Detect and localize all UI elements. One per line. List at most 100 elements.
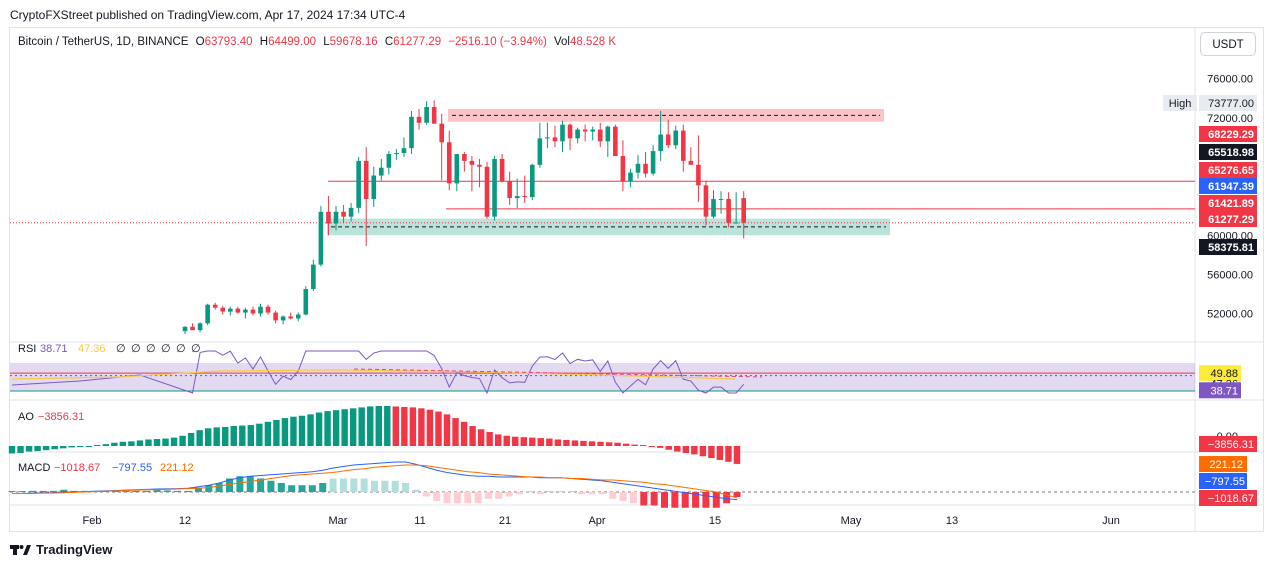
open-value: 63793.40	[204, 36, 253, 48]
candle-body	[673, 130, 679, 146]
candle-body	[258, 306, 263, 314]
ao-bar	[588, 441, 596, 446]
candle-body	[228, 308, 233, 312]
ao-bar	[281, 418, 289, 446]
close-value: 61277.29	[393, 36, 442, 48]
ao-bar	[443, 414, 451, 446]
ao-bar	[392, 406, 400, 446]
ao-bar	[384, 406, 391, 446]
macd-histogram-bar	[298, 485, 306, 492]
symbol-name[interactable]: Bitcoin / TetherUS, 1D, BINANCE	[18, 36, 189, 48]
macd-histogram-bar	[629, 492, 637, 504]
high-value: 64499.00	[268, 36, 317, 48]
ao-bar	[162, 438, 169, 446]
candle-body	[424, 107, 429, 123]
tradingview-brand-label: TradingView	[36, 542, 113, 557]
macd-histogram-bar	[547, 491, 555, 492]
candle-body	[439, 123, 444, 143]
candle-body	[620, 155, 626, 182]
macd-histogram-bar	[215, 483, 223, 492]
candle-body	[212, 304, 218, 308]
ao-bar	[239, 425, 246, 446]
candle-body	[582, 129, 588, 132]
rsi-line	[11, 350, 745, 395]
ao-bar	[418, 408, 425, 446]
candle-body	[552, 137, 558, 142]
ao-bar	[469, 426, 476, 446]
ao-bar	[136, 440, 144, 446]
ao-bar	[179, 435, 186, 446]
macd-histogram-bar	[319, 483, 327, 492]
macd-histogram-bar	[339, 478, 347, 492]
macd-histogram-bar	[516, 492, 523, 495]
macd-histogram-bar	[49, 490, 57, 492]
ao-bar	[102, 444, 110, 446]
macd-label: MACD	[18, 462, 50, 474]
candle-body	[696, 164, 701, 186]
macd-histogram-bar	[308, 485, 316, 492]
ao-bar	[460, 421, 468, 446]
x-tick-label: 13	[946, 515, 958, 527]
ao-bar	[68, 446, 75, 448]
macd-histogram-bar	[536, 492, 544, 495]
ao-bar	[77, 446, 84, 447]
candle-body	[379, 167, 384, 176]
candle-body	[401, 148, 407, 154]
x-tick-label: Feb	[83, 515, 102, 527]
macd-histogram-bar	[132, 490, 140, 492]
ao-bar	[580, 440, 587, 446]
ao-bar	[529, 437, 536, 446]
macd-histogram-bar	[671, 492, 679, 508]
candle-body	[703, 185, 709, 217]
candle-body	[514, 196, 520, 199]
rsi-extra-value: ∅	[146, 343, 156, 355]
price-label-bg	[1199, 178, 1257, 194]
high-value-text: 73777.00	[1208, 98, 1254, 110]
candle-body	[220, 307, 226, 312]
rsi-current-label-bg	[1199, 382, 1241, 399]
ao-bar	[128, 441, 135, 446]
macd-histogram-bar	[464, 492, 472, 504]
macd-histogram-bar	[371, 480, 378, 492]
candle-body	[733, 222, 739, 224]
ao-bar	[59, 446, 67, 449]
rsi-ma-value: 47.36	[78, 343, 106, 355]
rsi-extra-value: ∅	[131, 343, 141, 355]
close-label: C	[384, 36, 394, 48]
x-tick-label: 15	[709, 515, 721, 527]
ao-bar	[42, 446, 50, 451]
ao-bar	[708, 446, 715, 459]
ao-bar	[597, 441, 604, 446]
rsi-extra-value: ∅	[116, 343, 126, 355]
rsi-band	[10, 363, 1195, 391]
macd-histogram-bar	[60, 489, 68, 492]
ao-bar	[17, 446, 24, 453]
ao-bar	[691, 446, 698, 455]
macd-hist-label-bg	[1199, 456, 1247, 472]
currency-button[interactable]: USDT	[1200, 32, 1256, 56]
ao-bar	[657, 446, 664, 448]
macd-histogram-bar	[29, 490, 37, 492]
candle-body	[348, 207, 354, 217]
ao-bar	[51, 446, 58, 450]
macd-histogram-bar	[360, 478, 368, 492]
ao-bar	[674, 446, 681, 452]
macd-histogram-bar	[402, 483, 410, 492]
candle-body	[681, 130, 686, 161]
ao-bar	[537, 438, 545, 446]
ao-bar	[145, 439, 152, 446]
rsi-extra-value: ∅	[161, 343, 171, 355]
ao-bar	[349, 408, 357, 446]
ao-bar	[273, 419, 280, 446]
candle-body	[530, 164, 535, 198]
candle-body	[341, 211, 346, 217]
macd-signal-label: −797.55	[1205, 476, 1245, 488]
candle-body	[597, 129, 603, 142]
ao-bar	[512, 436, 519, 446]
ao-bar	[682, 446, 690, 453]
macd-histogram-bar	[681, 492, 689, 508]
macd-histogram-bar	[236, 476, 244, 492]
ao-bar	[477, 429, 485, 446]
price-label-text: 65518.98	[1208, 147, 1254, 159]
